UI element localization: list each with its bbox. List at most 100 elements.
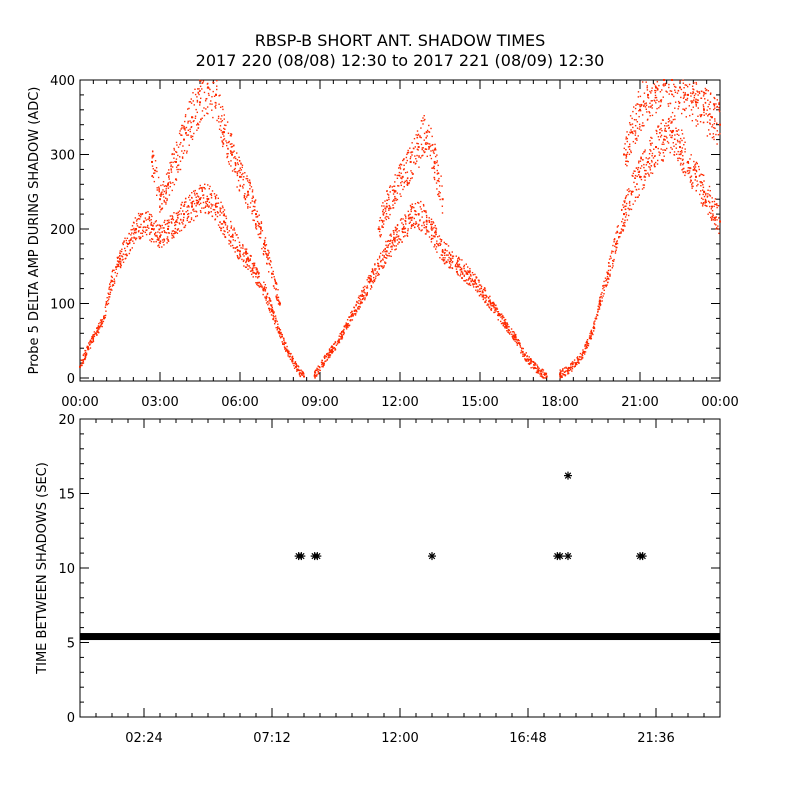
data-point <box>432 221 434 223</box>
data-point <box>159 242 161 245</box>
data-point <box>565 366 567 369</box>
data-point <box>406 184 409 186</box>
data-point <box>217 115 220 118</box>
data-point <box>625 136 628 138</box>
data-point <box>525 352 527 354</box>
data-point <box>267 271 270 273</box>
data-point <box>374 279 376 281</box>
data-point <box>510 328 513 330</box>
data-point <box>605 284 607 287</box>
data-point <box>540 372 542 374</box>
data-point <box>263 286 266 288</box>
data-point <box>678 153 680 156</box>
data-point <box>190 218 193 221</box>
data-point <box>430 127 432 130</box>
data-point <box>537 370 540 372</box>
data-point <box>160 234 162 236</box>
data-point <box>209 103 211 105</box>
data-point <box>428 148 430 150</box>
data-point <box>715 203 717 206</box>
data-point <box>167 172 169 174</box>
data-point <box>221 205 224 207</box>
data-point <box>716 227 718 229</box>
data-point <box>217 197 220 200</box>
data-point <box>188 206 190 208</box>
data-point <box>419 220 421 222</box>
data-point <box>190 126 192 129</box>
data-point <box>615 249 617 251</box>
data-point <box>580 356 583 358</box>
data-point <box>196 192 198 195</box>
data-point <box>194 115 197 117</box>
data-point <box>201 189 203 191</box>
data-point <box>715 224 717 226</box>
data-point <box>634 196 637 199</box>
data-point <box>215 213 217 216</box>
data-point <box>651 104 654 106</box>
data-point <box>690 100 692 102</box>
data-point <box>436 240 438 242</box>
data-point <box>223 118 225 120</box>
data-point <box>504 323 507 325</box>
data-point <box>491 301 494 304</box>
data-point <box>515 338 518 341</box>
data-point <box>182 220 185 222</box>
data-point <box>644 169 646 172</box>
data-point <box>389 185 392 187</box>
data-point <box>485 301 487 303</box>
data-point <box>150 214 152 216</box>
data-point <box>111 270 114 273</box>
data-point <box>282 337 285 339</box>
data-point <box>357 308 359 310</box>
data-point <box>82 360 85 363</box>
data-point <box>132 221 135 224</box>
data-point <box>231 235 233 238</box>
data-point <box>436 160 438 162</box>
data-point <box>220 223 223 225</box>
data-point <box>625 160 627 162</box>
data-point <box>231 170 234 172</box>
data-point <box>644 151 646 153</box>
data-point <box>624 216 627 218</box>
data-point <box>278 301 281 303</box>
data-point <box>702 91 705 93</box>
data-point <box>236 162 239 164</box>
data-point <box>483 289 486 291</box>
data-point <box>84 356 87 358</box>
data-point <box>267 254 269 257</box>
data-point <box>175 178 177 180</box>
data-point <box>81 364 83 367</box>
data-point <box>181 127 183 129</box>
data-point <box>201 88 203 90</box>
data-point <box>714 217 717 219</box>
data-point <box>234 156 236 158</box>
data-point <box>643 166 645 169</box>
data-point <box>187 212 190 215</box>
data-point <box>646 89 649 91</box>
data-point <box>457 274 459 276</box>
data-point <box>505 325 507 327</box>
data-point <box>485 294 487 297</box>
data-point <box>153 228 155 230</box>
data-point <box>672 118 675 121</box>
data-point <box>695 190 697 192</box>
data-point <box>148 216 151 219</box>
data-point <box>527 359 530 362</box>
data-point <box>695 81 697 84</box>
data-point <box>638 104 641 106</box>
data-point <box>397 174 400 177</box>
data-point <box>334 347 336 350</box>
data-point <box>291 360 293 362</box>
data-point <box>260 284 262 286</box>
data-point <box>399 168 402 170</box>
data-point <box>671 129 674 132</box>
data-point <box>638 170 641 173</box>
data-point <box>195 199 198 202</box>
data-point <box>394 195 396 198</box>
data-point <box>175 151 178 154</box>
data-point <box>198 93 200 96</box>
data-point <box>420 136 422 139</box>
data-point <box>229 235 232 238</box>
data-point <box>413 161 415 164</box>
data-point <box>512 338 515 341</box>
